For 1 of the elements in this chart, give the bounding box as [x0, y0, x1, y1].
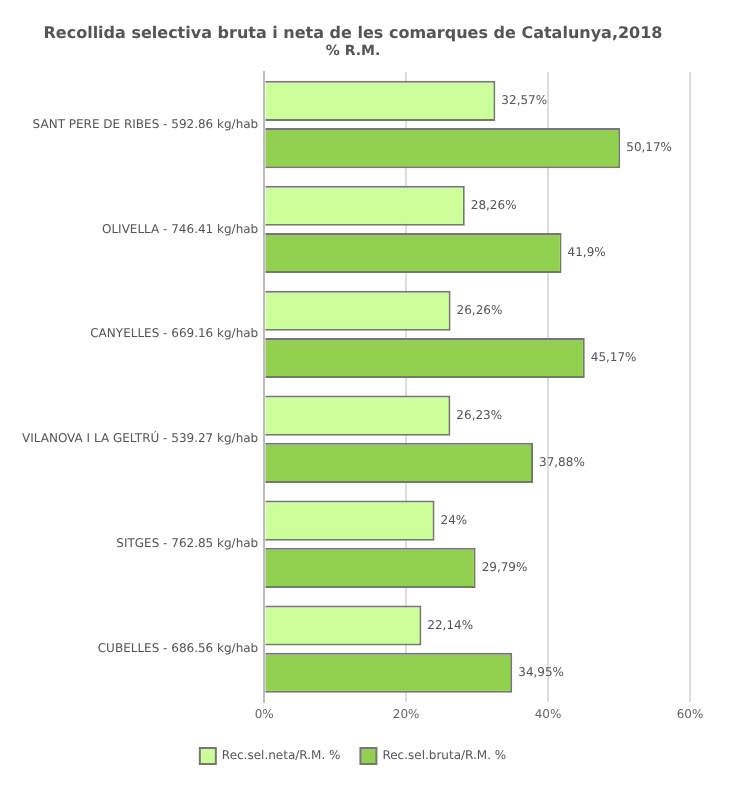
chart-title: Recollida selectiva bruta i neta de les comarques de Catalunya,2018: [43, 23, 664, 42]
